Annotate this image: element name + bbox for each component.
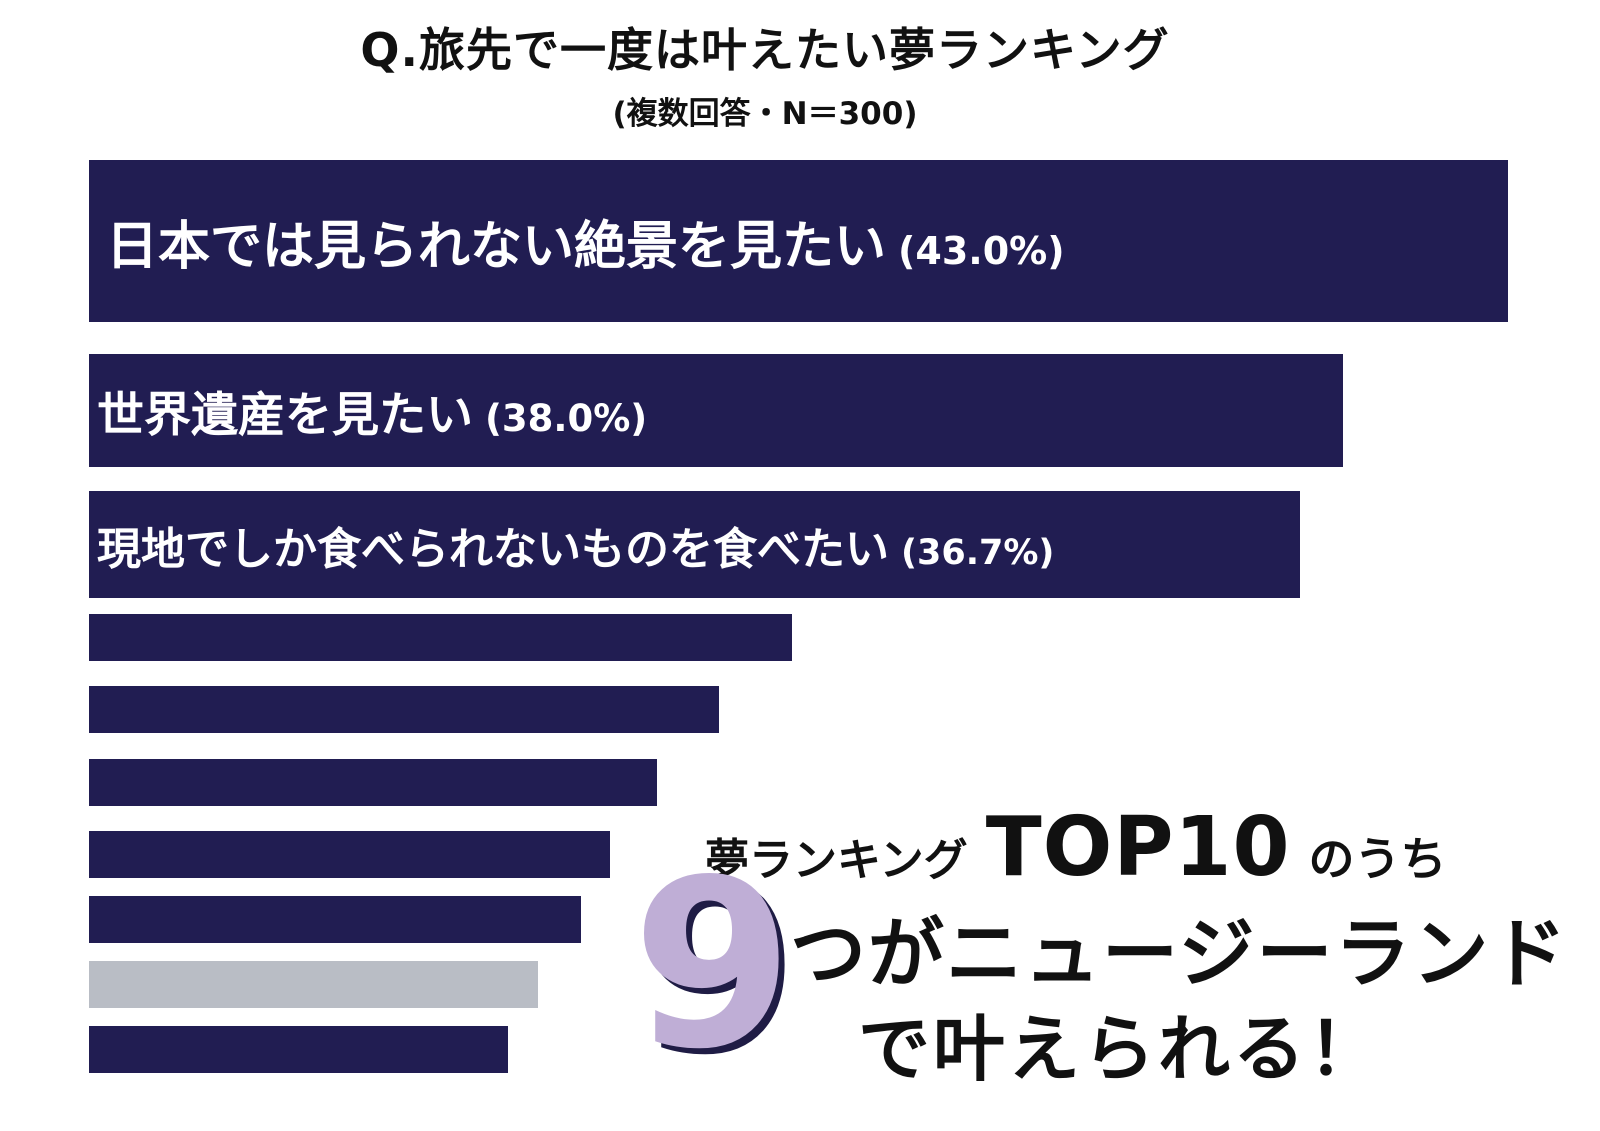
annotation-line-3: で叶えられる！ [858, 1007, 1384, 1091]
bar-rank-7 [89, 831, 610, 878]
annotation-line-1: 夢ランキング TOP10 のうち [705, 800, 1447, 895]
chart-title: Q.旅先で一度は叶えたい夢ランキング [360, 23, 1170, 77]
bar-rank-9 [89, 961, 538, 1008]
bar-rank-6 [89, 759, 657, 806]
bar-value-label: (38.0%) [485, 397, 648, 440]
bar-rank-8 [89, 896, 581, 943]
bar-category-label: 日本では見られない絶景を見たい [106, 217, 887, 277]
bar-value-label: (36.7%) [901, 533, 1055, 573]
bar-label-rank-3: 現地でしか食べられないものを食べたい (36.7%) [97, 513, 1054, 577]
annotation-line-2: つがニュージーランド [790, 909, 1569, 998]
bar-value-label: (43.0%) [898, 229, 1065, 273]
annotation-ranking-text: 夢ランキング [705, 835, 968, 886]
bar-rank-3 [89, 491, 1300, 598]
bar-rank-10 [89, 1026, 508, 1073]
bar-category-label: 現地でしか食べられないものを食べたい [97, 524, 889, 575]
chart-subtitle: (複数回答・N＝300) [612, 96, 918, 132]
bar-label-rank-1: 日本では見られない絶景を見たい (43.0%) [106, 204, 1065, 279]
bar-category-label: 世界遺産を見たい [97, 388, 473, 443]
bar-rank-4 [89, 614, 792, 661]
bar-label-rank-2: 世界遺産を見たい (38.0%) [97, 376, 647, 445]
annotation-top10-text: TOP10 [985, 800, 1291, 895]
big-number-shadow: 9 [638, 836, 800, 1106]
bar-rank-2 [89, 354, 1343, 467]
bar-rank-1 [89, 160, 1508, 322]
big-number-front: 9 [632, 830, 794, 1100]
annotation-of-which-text: のうち [1308, 832, 1447, 886]
bar-rank-5 [89, 686, 719, 733]
annotation-big-number: 9 9 [632, 830, 799, 1100]
